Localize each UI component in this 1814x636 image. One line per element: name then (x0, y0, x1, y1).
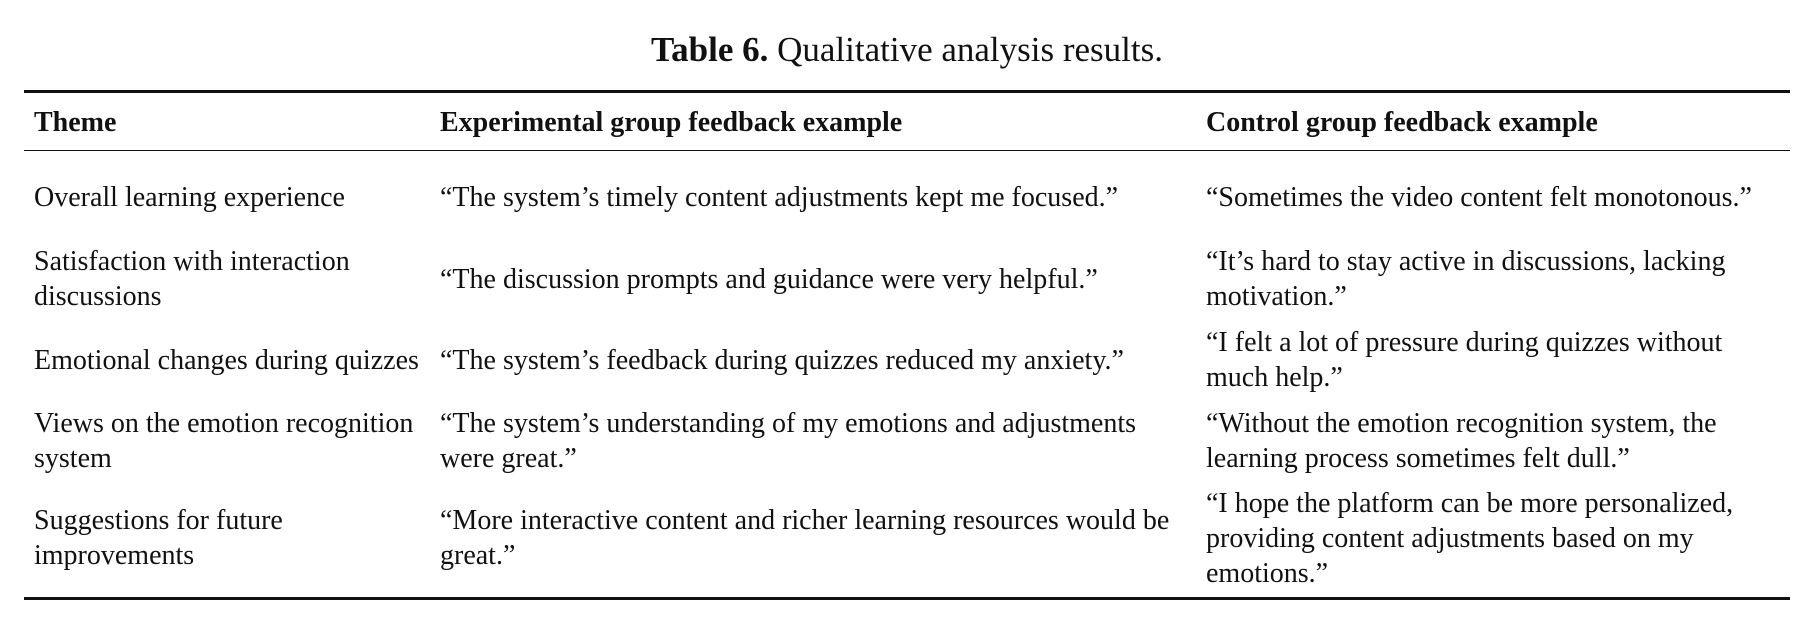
control-feedback-cell: “Without the emotion recognition system,… (1206, 408, 1717, 474)
experimental-feedback-cell: “The system’s feedback during quizzes re… (440, 344, 1124, 376)
theme-cell: Emotional changes during quizzes (34, 344, 419, 376)
theme-cell: Suggestions for future improvements (34, 505, 283, 571)
column-header-experimental: Experimental group feedback example (440, 107, 903, 138)
table-row: Overall learning experience “The system’… (24, 151, 1790, 239)
table-row: Satisfaction with interaction discussion… (24, 239, 1790, 320)
column-header-control: Control group feedback example (1206, 107, 1598, 138)
theme-cell: Overall learning experience (34, 182, 345, 214)
experimental-feedback-cell: “The discussion prompts and guidance wer… (440, 263, 1098, 295)
column-header-theme: Theme (34, 107, 117, 138)
control-feedback-cell: “I hope the platform can be more persona… (1206, 487, 1734, 589)
table-caption-text: Qualitative analysis results. (768, 30, 1163, 69)
experimental-feedback-cell: “The system’s understanding of my emotio… (440, 408, 1137, 474)
theme-cell: Views on the emotion recognition system (34, 408, 414, 474)
control-feedback-cell: “Sometimes the video content felt monoto… (1206, 182, 1752, 214)
table-row: Views on the emotion recognition system … (24, 401, 1790, 482)
control-feedback-cell: “I felt a lot of pressure during quizzes… (1206, 327, 1723, 393)
qualitative-results-table: Theme Experimental group feedback exampl… (24, 90, 1790, 600)
table-header-row: Theme Experimental group feedback exampl… (24, 91, 1790, 151)
control-feedback-cell: “It’s hard to stay active in discussions… (1206, 246, 1726, 312)
theme-cell: Satisfaction with interaction discussion… (34, 246, 350, 312)
experimental-feedback-cell: “The system’s timely content adjustments… (440, 182, 1119, 214)
experimental-feedback-cell: “More interactive content and richer lea… (440, 505, 1170, 571)
table-caption: Table 6. Qualitative analysis results. (0, 28, 1814, 72)
table-caption-label: Table 6. (651, 30, 769, 69)
table-row: Suggestions for future improvements “Mor… (24, 482, 1790, 598)
table-row: Emotional changes during quizzes “The sy… (24, 320, 1790, 401)
